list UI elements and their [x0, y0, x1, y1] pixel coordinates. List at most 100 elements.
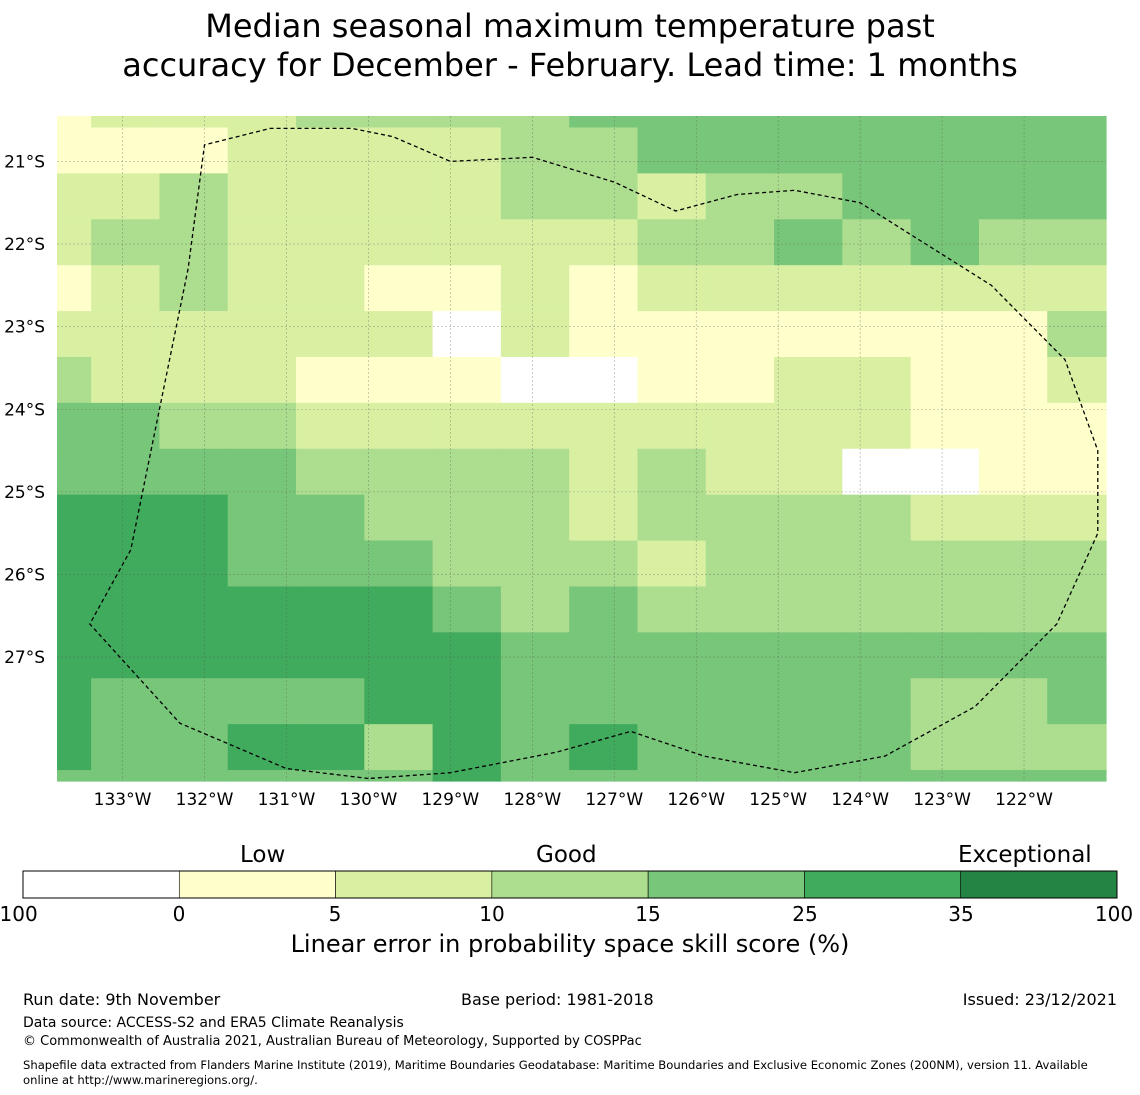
grid-cell [91, 678, 161, 725]
grid-cell [91, 494, 161, 542]
grid-cell [57, 219, 92, 266]
grid-cell [296, 494, 365, 542]
grid-cell [910, 265, 980, 312]
grid-cell [432, 356, 502, 404]
grid-cell [500, 219, 570, 266]
grid-cell [227, 724, 297, 771]
grid-cell [910, 173, 980, 220]
grid-cell [227, 540, 297, 588]
colorbar-segment [22, 870, 180, 899]
colorbar-tick: 100 [1094, 902, 1134, 926]
grid-cell [637, 448, 707, 496]
colorbar-segment [178, 870, 336, 899]
grid-cell [637, 116, 707, 129]
grid-cell [910, 586, 980, 633]
grid-cell [842, 540, 912, 588]
grid-cell [637, 265, 707, 312]
grid-cell [1047, 678, 1107, 725]
map-chart: 21°S22°S23°S24°S25°S26°S27°S 133°W 132°W 1… [4, 116, 1107, 810]
grid-cell [159, 770, 229, 782]
grid-cell [1047, 770, 1107, 782]
grid-cell [774, 219, 843, 266]
grid-cell [296, 632, 365, 679]
grid-cell [637, 356, 707, 404]
grid-cell [364, 311, 434, 358]
grid-cell [432, 770, 502, 782]
grid-cell [569, 632, 639, 679]
grid-cell [432, 494, 502, 542]
grid-cell [296, 402, 365, 450]
grid-cell [296, 356, 365, 404]
grid-cell [91, 540, 161, 588]
grid-cell [1047, 127, 1107, 174]
grid-cell [705, 770, 775, 782]
grid-cell [432, 448, 502, 496]
colorbar-frame [22, 870, 1118, 899]
grid-cell [91, 311, 161, 358]
y-tick-label: 27°S [4, 648, 45, 668]
grid-cell [978, 311, 1048, 358]
grid-cell [569, 356, 639, 404]
grid-cell [774, 116, 843, 129]
grid-cell [296, 311, 365, 358]
colorbar-tick: 15 [635, 902, 661, 926]
grid-cell [227, 265, 297, 312]
y-tick-label: 24°S [4, 400, 45, 420]
grid-cell [569, 540, 639, 588]
grid-cell [364, 116, 434, 129]
grid-cell [569, 265, 639, 312]
x-tick-label: 123°W [913, 790, 971, 810]
grid-cell [57, 770, 92, 782]
grid-cell [159, 311, 229, 358]
grid-cell [91, 586, 161, 633]
grid-cell [227, 127, 297, 174]
grid-cell [705, 540, 775, 588]
grid-cell [978, 219, 1048, 266]
grid-cell [364, 173, 434, 220]
grid-cell [364, 540, 434, 588]
grid-cell [364, 448, 434, 496]
grid-cell [774, 402, 843, 450]
grid-cell [705, 494, 775, 542]
grid-cell [500, 724, 570, 771]
grid-cell [432, 540, 502, 588]
grid-cell [910, 219, 980, 266]
grid-cell [1047, 311, 1107, 358]
grid-cell [569, 586, 639, 633]
grid-cell [569, 127, 639, 174]
grid-cell [910, 770, 980, 782]
colorbar-tick: 25 [792, 902, 818, 926]
grid-cell [500, 356, 570, 404]
colorbar-label-good: Good [536, 842, 597, 868]
colorbar [22, 870, 1118, 899]
grid-cell [569, 173, 639, 220]
grid-cell [91, 356, 161, 404]
grid-cell [364, 356, 434, 404]
grid-cell [432, 724, 502, 771]
grid-cell [910, 116, 980, 129]
base-period: Base period: 1981-2018 [461, 990, 654, 1009]
grid-cell [978, 540, 1048, 588]
grid-cell [500, 586, 570, 633]
grid-cell [774, 770, 843, 782]
x-tick-label: 130°W [340, 790, 398, 810]
issued-date: Issued: 23/12/2021 [962, 990, 1117, 1009]
grid-cell [910, 632, 980, 679]
grid-cell [910, 540, 980, 588]
grid-cell [569, 770, 639, 782]
grid-cell [705, 356, 775, 404]
grid-cell [364, 632, 434, 679]
grid-cell [91, 724, 161, 771]
grid-cell [91, 448, 161, 496]
grid-cell [91, 173, 161, 220]
y-axis-ticks: 21°S 22°S 23°S 24°S 25°S 26°S 27°S [4, 152, 45, 668]
x-tick-label: 133°W [94, 790, 152, 810]
grid-cell [364, 127, 434, 174]
colorbar-axis-label: Linear error in probability space skill … [290, 930, 850, 958]
grid-cell [842, 678, 912, 725]
colorbar-tick: 10 [479, 902, 505, 926]
grid-cell [91, 219, 161, 266]
grid-cell [159, 402, 229, 450]
grid-cell [774, 311, 843, 358]
grid-cell [227, 173, 297, 220]
